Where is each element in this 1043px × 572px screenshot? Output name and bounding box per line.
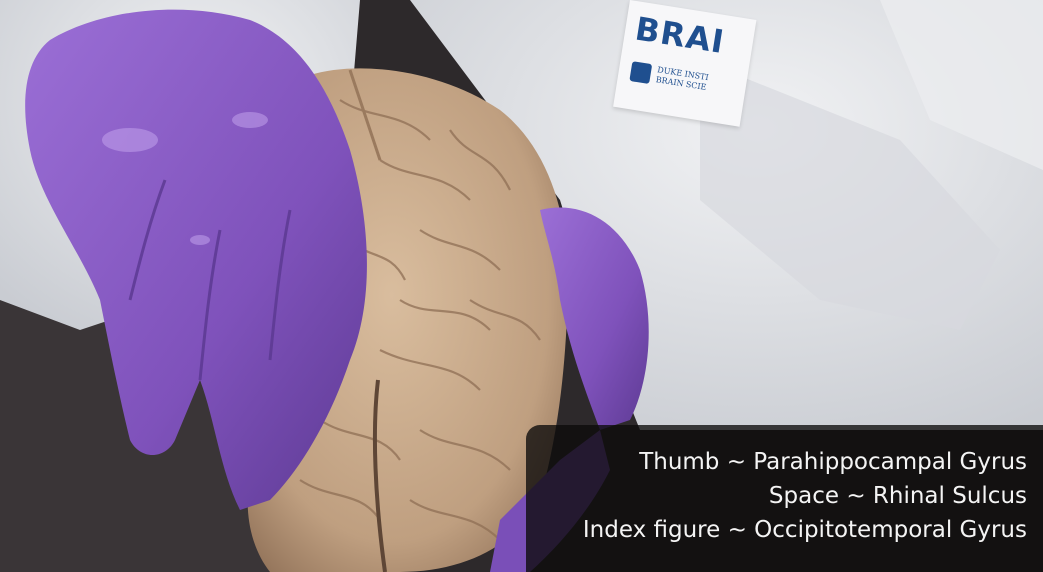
caption-line-thumb: Thumb ~ Parahippocampal Gyrus [639, 449, 1027, 475]
badge-subtitle: DUKE INSTI BRAIN SCIE [655, 65, 709, 93]
caption-line-space: Space ~ Rhinal Sulcus [768, 483, 1027, 509]
id-badge: BRAI DUKE INSTI BRAIN SCIE [613, 0, 757, 127]
caption-line-index: Index figure ~ Occipitotemporal Gyrus [582, 517, 1027, 543]
badge-title: BRAI [632, 9, 728, 62]
duke-logo-icon [629, 61, 653, 85]
caption-overlay: Thumb ~ Parahippocampal Gyrus Space ~ Rh… [526, 425, 1043, 572]
